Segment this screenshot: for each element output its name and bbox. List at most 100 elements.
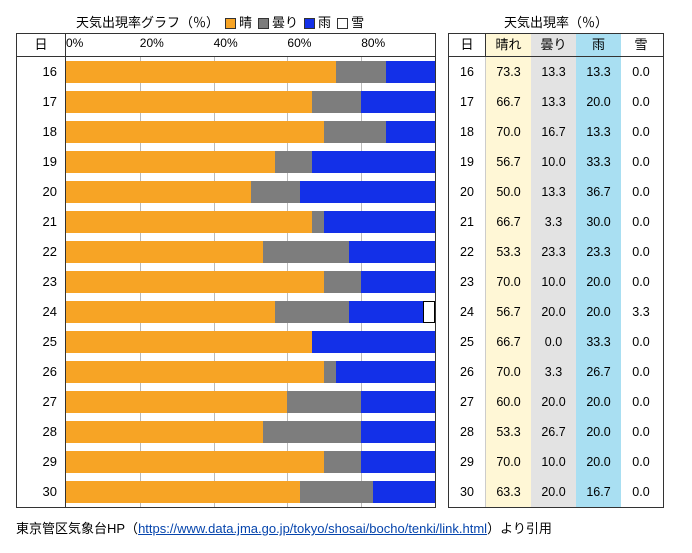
table-row: 1673.313.313.30.0 bbox=[449, 57, 663, 87]
table-cell-cloudy: 13.3 bbox=[531, 57, 576, 87]
chart-bar-row bbox=[66, 177, 435, 207]
axis-tick: 0% bbox=[66, 36, 83, 50]
table-cell-day: 22 bbox=[449, 237, 486, 267]
bar-segment-sunny bbox=[66, 151, 275, 173]
table-cell-cloudy: 13.3 bbox=[531, 177, 576, 207]
bar-segment-rain bbox=[312, 331, 435, 353]
bar-segment-rain bbox=[324, 211, 435, 233]
legend-label: 曇り bbox=[272, 15, 298, 30]
bar-segment-sunny bbox=[66, 91, 312, 113]
table-row: 2566.70.033.30.0 bbox=[449, 327, 663, 357]
chart-x-axis: 0%20%40%60%80% bbox=[66, 34, 435, 56]
table-cell-day: 19 bbox=[449, 147, 486, 177]
bar-segment-rain bbox=[349, 241, 435, 263]
citation-footer: 東京管区気象台HP（https://www.data.jma.go.jp/tok… bbox=[16, 518, 676, 537]
table-cell-rain: 13.3 bbox=[576, 57, 621, 87]
bar-segment-cloudy bbox=[287, 391, 361, 413]
bar-segment-cloudy bbox=[312, 91, 361, 113]
axis-tick: 80% bbox=[361, 36, 385, 50]
table-cell-sunny: 63.3 bbox=[486, 477, 531, 507]
table-cell-snow: 0.0 bbox=[621, 57, 661, 87]
table-cell-cloudy: 20.0 bbox=[531, 387, 576, 417]
stacked-bar bbox=[66, 331, 435, 353]
chart-day-label: 19 bbox=[17, 147, 65, 177]
chart-day-label: 20 bbox=[17, 177, 65, 207]
bar-segment-sunny bbox=[66, 451, 324, 473]
table-row: 2050.013.336.70.0 bbox=[449, 177, 663, 207]
table-cell-day: 27 bbox=[449, 387, 486, 417]
table-cell-cloudy: 3.3 bbox=[531, 357, 576, 387]
table-cell-day: 16 bbox=[449, 57, 486, 87]
table-cell-cloudy: 20.0 bbox=[531, 477, 576, 507]
chart-bar-row bbox=[66, 267, 435, 297]
weather-appearance-chart: 天気出現率グラフ（％） 晴曇り雨雪 日 0%20%40%60%80% 16171… bbox=[16, 12, 436, 508]
bar-segment-rain bbox=[361, 271, 435, 293]
table-row: 1956.710.033.30.0 bbox=[449, 147, 663, 177]
table-cell-rain: 36.7 bbox=[576, 177, 621, 207]
table-cell-snow: 0.0 bbox=[621, 117, 661, 147]
table-cell-snow: 0.0 bbox=[621, 87, 661, 117]
table-title: 天気出現率（％） bbox=[448, 12, 664, 31]
table-row: 1766.713.320.00.0 bbox=[449, 87, 663, 117]
stacked-bar bbox=[66, 121, 435, 143]
table-cell-sunny: 70.0 bbox=[486, 117, 531, 147]
table-cell-rain: 16.7 bbox=[576, 477, 621, 507]
weather-appearance-table: 天気出現率（％） 日晴れ曇り雨雪1673.313.313.30.01766.71… bbox=[448, 12, 664, 508]
table-row: 2670.03.326.70.0 bbox=[449, 357, 663, 387]
bar-segment-cloudy bbox=[251, 181, 300, 203]
chart-day-label: 17 bbox=[17, 87, 65, 117]
bar-segment-cloudy bbox=[324, 271, 361, 293]
chart-bar-row bbox=[66, 87, 435, 117]
chart-day-label: 29 bbox=[17, 447, 65, 477]
table-header-cloudy: 曇り bbox=[531, 34, 576, 56]
table-cell-sunny: 73.3 bbox=[486, 57, 531, 87]
chart-bar-row bbox=[66, 147, 435, 177]
table-cell-rain: 23.3 bbox=[576, 237, 621, 267]
stacked-bar bbox=[66, 391, 435, 413]
table-cell-rain: 13.3 bbox=[576, 117, 621, 147]
legend-swatch bbox=[337, 18, 348, 29]
table-row: 2970.010.020.00.0 bbox=[449, 447, 663, 477]
chart-day-label: 18 bbox=[17, 117, 65, 147]
table-cell-cloudy: 26.7 bbox=[531, 417, 576, 447]
bar-segment-rain bbox=[386, 121, 435, 143]
bar-segment-rain bbox=[361, 421, 435, 443]
chart-bar-row bbox=[66, 447, 435, 477]
chart-legend-row: 天気出現率グラフ（％） 晴曇り雨雪 bbox=[16, 12, 436, 31]
table-cell-sunny: 70.0 bbox=[486, 357, 531, 387]
table-cell-day: 26 bbox=[449, 357, 486, 387]
bar-segment-rain bbox=[373, 481, 435, 503]
table-cell-day: 29 bbox=[449, 447, 486, 477]
table-cell-cloudy: 13.3 bbox=[531, 87, 576, 117]
table-cell-rain: 20.0 bbox=[576, 87, 621, 117]
chart-day-label: 27 bbox=[17, 387, 65, 417]
table-cell-day: 25 bbox=[449, 327, 486, 357]
table-cell-rain: 33.3 bbox=[576, 327, 621, 357]
table-cell-rain: 30.0 bbox=[576, 207, 621, 237]
bar-segment-sunny bbox=[66, 211, 312, 233]
chart-day-label: 22 bbox=[17, 237, 65, 267]
table-row: 2456.720.020.03.3 bbox=[449, 297, 663, 327]
table-header-rain: 雨 bbox=[576, 34, 621, 56]
chart-day-label: 25 bbox=[17, 327, 65, 357]
table-cell-cloudy: 20.0 bbox=[531, 297, 576, 327]
chart-day-label: 28 bbox=[17, 417, 65, 447]
table-cell-sunny: 50.0 bbox=[486, 177, 531, 207]
chart-bar-row bbox=[66, 117, 435, 147]
table-row: 2760.020.020.00.0 bbox=[449, 387, 663, 417]
table-cell-sunny: 66.7 bbox=[486, 207, 531, 237]
table-cell-cloudy: 10.0 bbox=[531, 447, 576, 477]
legend-label: 雪 bbox=[351, 15, 364, 30]
table-cell-cloudy: 3.3 bbox=[531, 207, 576, 237]
axis-tick: 60% bbox=[287, 36, 311, 50]
table-cell-cloudy: 16.7 bbox=[531, 117, 576, 147]
chart-bar-row bbox=[66, 237, 435, 267]
stacked-bar bbox=[66, 451, 435, 473]
axis-tick: 20% bbox=[140, 36, 164, 50]
chart-bar-row bbox=[66, 417, 435, 447]
bar-segment-rain bbox=[361, 451, 435, 473]
chart-bar-row bbox=[66, 327, 435, 357]
bar-segment-rain bbox=[361, 391, 435, 413]
bar-segment-sunny bbox=[66, 361, 324, 383]
stacked-bar bbox=[66, 421, 435, 443]
